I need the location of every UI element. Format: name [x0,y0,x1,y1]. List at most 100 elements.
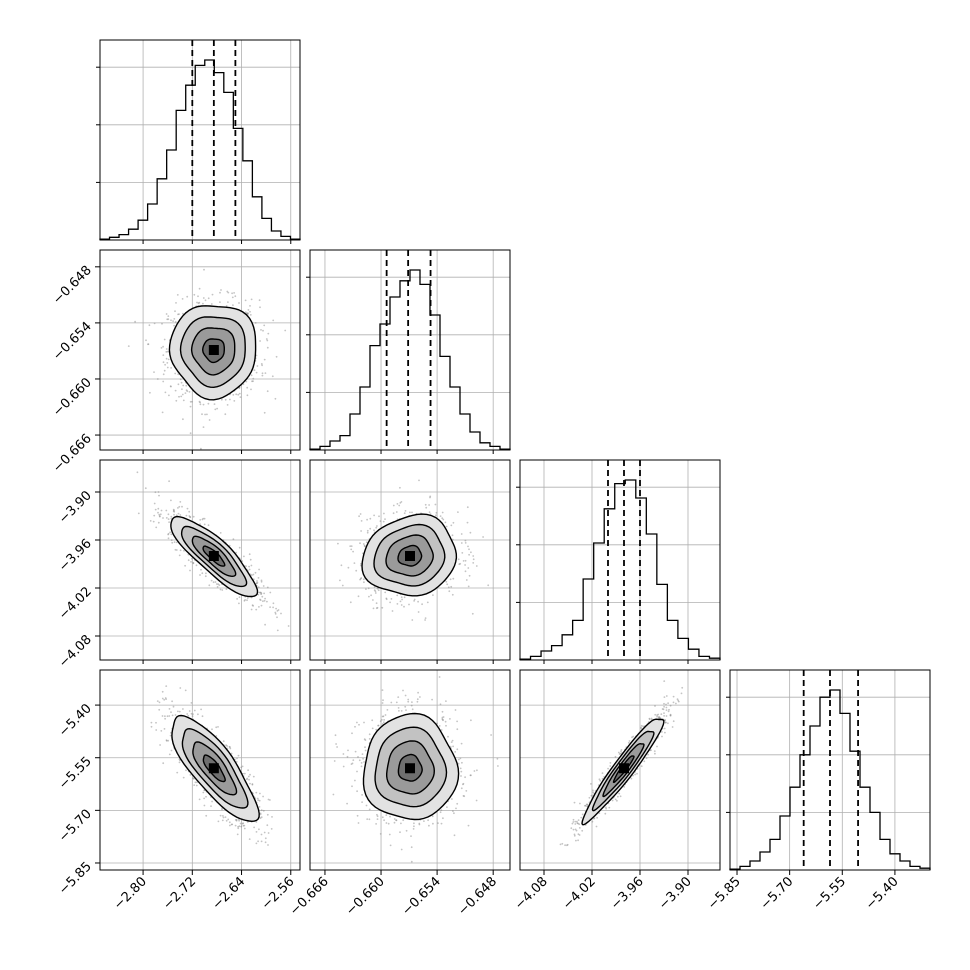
scatter-point [225,744,228,747]
scatter-point [177,512,180,515]
scatter-point [468,553,470,556]
scatter-point [336,746,338,748]
scatter-point [230,823,233,826]
scatter-point [398,504,401,507]
scatter-point [434,503,437,506]
scatter-point [427,819,429,822]
scatter-point [167,513,170,516]
panel-frame [99,669,301,871]
scatter-point [258,606,260,608]
scatter-point [167,518,170,520]
contour-line [361,513,458,597]
scatter-point [357,822,360,824]
scatter-point [411,619,414,621]
scatter-point [165,509,168,512]
scatter-point [215,583,218,585]
scatter-point [264,597,266,600]
scatter-point [280,612,282,615]
scatter-point [230,752,233,755]
scatter-point [384,518,386,520]
scatter-point [197,302,200,305]
scatter-point [378,515,380,518]
panel-frame [519,459,721,661]
hist-panel-0 [96,39,301,241]
scatter-point [158,494,160,497]
scatter-point [381,719,383,721]
scatter-point [381,715,384,718]
scatter-point [357,595,360,598]
scatter-point [202,297,205,299]
scatter-point [258,299,261,302]
scatter-point [170,711,172,714]
scatter-point [257,840,259,843]
scatter-point [258,828,260,831]
scatter-point [470,719,472,722]
scatter-point [185,769,187,772]
scatter-point [160,509,163,512]
scatter-point [428,504,430,506]
scatter-point [466,506,469,509]
scatter-point [259,306,261,309]
panel-frame [729,669,931,871]
scatter-point [233,400,236,402]
scatter-point [271,375,274,378]
scatter-point [239,822,242,825]
scatter-point [403,596,406,599]
scatter-point [475,565,478,567]
scatter-point [260,604,263,607]
scatter-point [409,511,411,514]
histogram-step [519,479,721,660]
scatter-point [482,536,484,538]
hist-panel-1 [306,249,511,451]
scatter-point [399,502,402,504]
scatter-point [174,310,176,313]
scatter-point [237,393,240,396]
scatter-point [193,784,196,786]
scatter-point [451,739,454,742]
scatter-point [359,578,361,581]
scatter-point [246,312,248,315]
scatter-point [159,744,162,746]
scatter-point [200,447,202,450]
scatter-point [347,566,350,569]
scatter-point [202,426,205,428]
scatter-point [158,515,161,518]
scatter-point [161,690,164,693]
scatter-point [228,821,231,824]
scatter-point [172,320,175,322]
panel-frame [99,249,301,451]
scatter-point [191,557,193,560]
panel-frame [99,459,301,661]
scatter-point [170,319,172,322]
contour-line [192,741,238,796]
scatter-point [204,575,207,578]
scatter-point [275,355,278,358]
scatter-point [178,505,181,508]
scatter-point [237,754,240,757]
scatter-point [234,824,237,827]
scatter-point [360,520,363,522]
scatter-point [403,512,406,515]
scatter-point [263,831,266,834]
scatter-point [157,511,159,514]
scatter-point [150,725,153,728]
scatter-point [266,346,269,349]
scatter-point [175,514,178,517]
scatter-point [257,586,260,589]
scatter-point [471,612,474,615]
scatter-point [424,619,426,621]
scatter-point [247,775,250,778]
scatter-point [160,730,163,732]
scatter-point [452,577,455,580]
scatter-point [201,715,204,718]
scatter-point [270,828,273,830]
scatter-point [186,713,189,715]
scatter-point [464,570,467,573]
scatter-point [248,838,251,840]
scatter-point [451,593,454,596]
scatter-point [413,600,415,602]
scatter-point [165,348,168,350]
scatter-point [426,601,429,604]
scatter-point [245,380,248,383]
scatter-point [171,541,174,544]
